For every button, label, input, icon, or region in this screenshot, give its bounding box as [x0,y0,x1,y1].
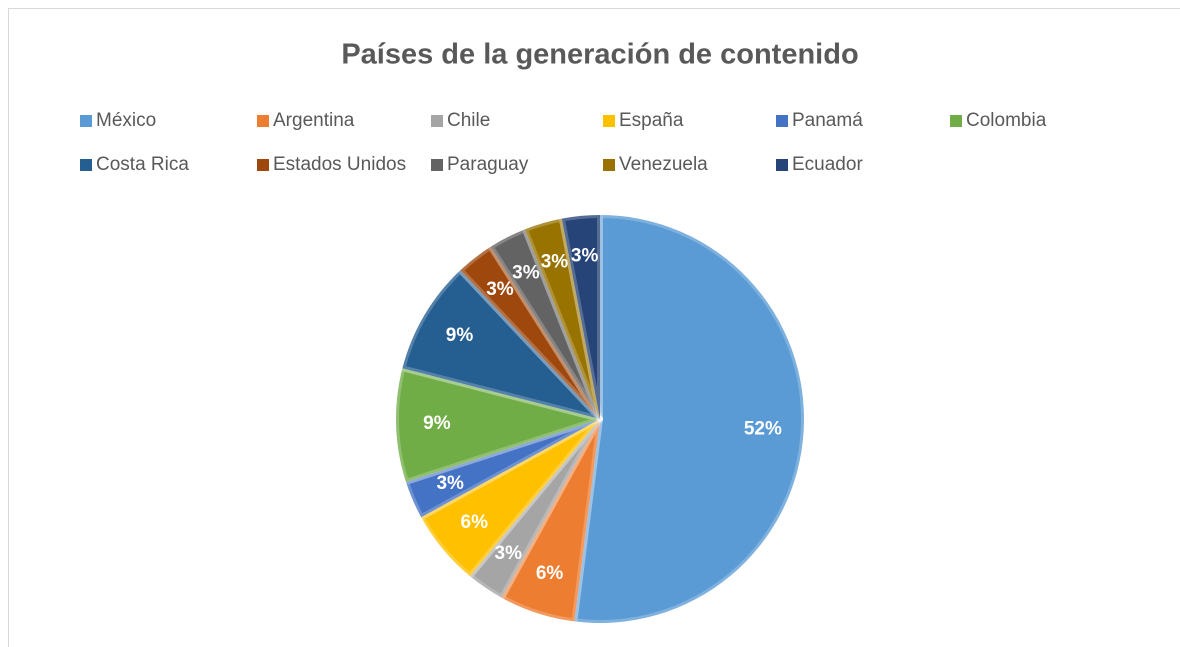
pie-slice [558,212,603,422]
legend-swatch [257,115,269,127]
legend-swatch [776,115,788,127]
legend-label: Argentina [273,110,355,131]
legend-label: Ecuador [792,154,863,175]
legend-swatch [80,159,92,171]
legend-label: Panamá [792,110,863,131]
pie-slice [466,416,603,601]
pie-slice [571,212,808,626]
legend-label: Costa Rica [96,154,189,175]
data-label: 6% [461,512,489,533]
pie-slice [402,416,603,521]
data-label: 6% [536,563,564,584]
data-label: 52% [744,418,782,439]
data-label: 3% [571,246,599,267]
pie-slice [393,365,603,486]
chart-title: Países de la generación de contenido [341,39,858,71]
legend-label: México [96,110,156,131]
data-label: 3% [436,473,464,494]
legend-swatch [80,115,92,127]
legend-swatch [950,115,962,127]
legend-label: Venezuela [619,154,708,175]
legend-swatch [603,115,615,127]
legend-label: Chile [447,110,490,131]
legend-label: Colombia [966,110,1047,131]
pie-slice [399,267,603,422]
data-label: 3% [486,279,514,300]
data-label: 3% [541,251,569,272]
legend-swatch [431,159,443,171]
pie-slice [521,215,603,422]
pie-slice [498,416,603,625]
data-label: 9% [446,325,474,346]
data-label: 9% [423,413,451,434]
legend-label: Estados Unidos [273,154,406,175]
pie-slice [418,416,603,580]
legend-swatch [431,115,443,127]
legend-label: España [619,110,684,131]
pie-slice [457,243,603,422]
pie-slice [487,226,603,422]
legend-swatch [776,159,788,171]
data-label: 3% [512,263,540,284]
data-label: 3% [495,543,523,564]
legend-swatch [257,159,269,171]
legend-swatch [603,159,615,171]
legend-label: Paraguay [447,154,529,175]
